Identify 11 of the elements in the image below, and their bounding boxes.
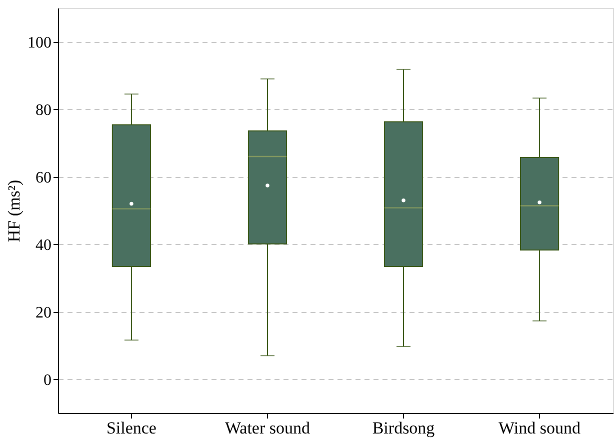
x-tick-label: Wind sound	[498, 418, 582, 438]
y-tick-label: 60	[36, 169, 52, 186]
y-tick-label: 20	[36, 304, 52, 322]
x-tick-label: Birdsong	[372, 418, 436, 438]
y-tick-label: 100	[28, 34, 52, 52]
y-tick-label: 0	[44, 372, 52, 389]
x-tick-label: Water sound	[224, 418, 310, 438]
y-tick-label: 80	[36, 102, 52, 119]
x-tick-label: Silence	[106, 418, 156, 438]
y-axis-title: HF (ms²)	[4, 180, 24, 242]
y-tick-label: 40	[36, 236, 52, 254]
